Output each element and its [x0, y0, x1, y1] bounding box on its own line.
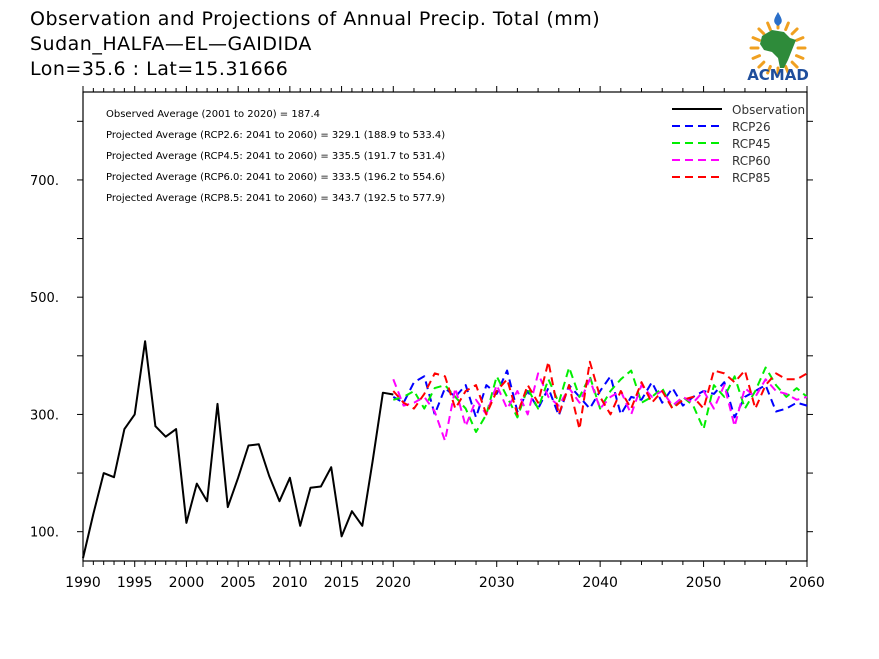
logo-ray: [766, 21, 772, 32]
annotation-line: Observed Average (2001 to 2020) = 187.4: [106, 109, 320, 120]
x-tick-label: 2040: [582, 575, 618, 591]
series-line-rcp85: [392, 360, 808, 431]
x-tick-label: 2015: [324, 575, 360, 591]
legend-label: RCP60: [732, 154, 771, 168]
station-name: Sudan_HALFA—EL—GAIDIDA: [30, 33, 312, 55]
annotation-line: Projected Average (RCP8.5: 2041 to 2060)…: [106, 193, 445, 204]
annotation-line: Projected Average (RCP6.0: 2041 to 2060)…: [106, 172, 445, 183]
y-tick-label: 500.: [30, 291, 59, 306]
logo-ray: [784, 64, 790, 75]
logo-ray: [766, 64, 772, 75]
x-tick-label: 2030: [479, 575, 515, 591]
x-tick-label: 2060: [789, 575, 825, 591]
chart-annotations: Observed Average (2001 to 2020) = 187.4 P…: [106, 109, 445, 204]
logo-ray: [757, 27, 766, 36]
x-tick-label: 2020: [375, 575, 411, 591]
logo-ray: [790, 60, 799, 69]
acmad-logo-text: ACMAD: [747, 66, 809, 84]
logo-ray: [784, 21, 790, 32]
x-tick-label: 2005: [220, 575, 256, 591]
chart-title: Observation and Projections of Annual Pr…: [30, 8, 601, 30]
series-line-observation: [82, 340, 394, 559]
y-tick-label: 700.: [30, 174, 59, 189]
x-tick-label: 1995: [117, 575, 153, 591]
legend-label: RCP45: [732, 137, 771, 151]
plot-frame: [82, 91, 808, 562]
y-tick-label: 100.: [30, 526, 59, 541]
annotation-line: Projected Average (RCP2.6: 2041 to 2060)…: [106, 130, 445, 141]
acmad-logo: ACMAD: [738, 8, 818, 84]
y-tick-label: 300.: [30, 408, 59, 423]
chart-series: [82, 340, 808, 559]
legend-label: RCP85: [732, 171, 771, 185]
annotation-line: Projected Average (RCP4.5: 2041 to 2060)…: [106, 151, 445, 162]
legend-label: Observation: [732, 103, 805, 117]
x-tick-label: 2050: [686, 575, 722, 591]
logo-ray: [794, 54, 805, 60]
logo-ray: [751, 54, 762, 60]
station-coords: Lon=35.6 : Lat=15.31666: [30, 58, 289, 80]
series-line-rcp45: [393, 366, 808, 433]
legend-label: RCP26: [732, 120, 771, 134]
x-tick-label: 1990: [65, 575, 101, 591]
africa-map-logo-icon: ACMAD: [747, 12, 809, 84]
logo-ray: [790, 27, 799, 36]
chart-legend: Observation RCP26 RCP45 RCP60 RCP85: [672, 103, 805, 185]
series-line-rcp26: [392, 369, 808, 419]
logo-ray: [794, 36, 805, 42]
logo-ray: [751, 36, 762, 42]
x-tick-label: 2010: [272, 575, 308, 591]
chart-axes: 100. 300. 500. 700. 1990 1995 2000 2005 2010 2015…: [30, 86, 825, 591]
logo-ray: [757, 60, 766, 69]
x-tick-label: 2000: [169, 575, 205, 591]
